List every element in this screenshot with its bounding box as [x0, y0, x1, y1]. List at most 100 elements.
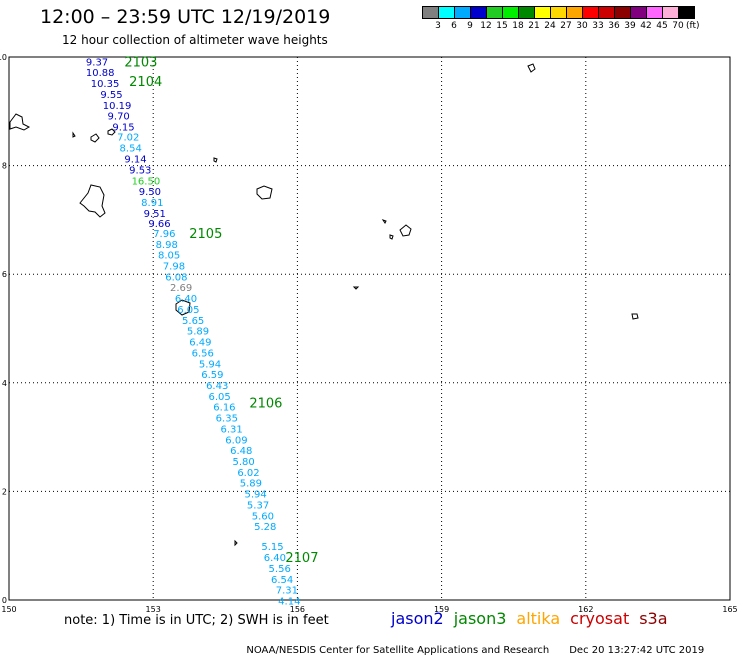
island-outline: [352, 286, 360, 290]
wave-height-value: 16.50: [132, 176, 161, 187]
wave-height-value: 7.98: [163, 262, 185, 273]
wave-height-observations: 9.3710.8810.359.5510.199.709.157.028.549…: [86, 57, 301, 607]
colorbar-tick: 6: [451, 21, 457, 31]
island-outline: [631, 313, 639, 320]
orbit-label: 2107: [285, 551, 318, 566]
island-outlines: [9, 63, 639, 547]
island-outline: [527, 63, 536, 73]
island-outline: [234, 539, 238, 547]
colorbar-tick: 12: [480, 21, 492, 31]
colorbar-tick: 39: [624, 21, 636, 31]
mission-legend-item: jason3: [453, 609, 507, 628]
colorbar-tick: 33: [592, 21, 604, 31]
colorbar-tick: 3: [435, 21, 441, 31]
island-outline: [399, 224, 412, 237]
wave-height-colorbar: 3 6 9 12 15 18 21 24 27 30 33 36 39 42 45 70 (ft): [422, 6, 700, 31]
wave-height-value: 6.56: [192, 348, 214, 359]
wave-height-value: 10.19: [103, 101, 132, 112]
wave-height-value: 6.48: [230, 446, 252, 457]
orbit-label: 2104: [129, 75, 162, 90]
wave-height-value: 5.60: [252, 511, 274, 522]
x-axis-tick-label: 153: [146, 605, 161, 614]
mission-legend-item: s3a: [639, 609, 668, 628]
wave-height-value: 8.05: [158, 251, 180, 262]
wave-height-value: 9.51: [144, 209, 166, 220]
orbit-label: 2106: [249, 396, 282, 411]
wave-height-value: 9.55: [100, 90, 122, 101]
y-axis-tick-label: 6: [2, 270, 7, 279]
wave-height-value: 10.88: [86, 68, 115, 79]
colorbar-tick: 18: [512, 21, 524, 31]
colorbar-unit: (ft): [686, 21, 700, 31]
x-axis-tick-label: 150: [1, 605, 16, 614]
wave-height-value: 6.54: [271, 575, 293, 586]
wave-height-value: 5.28: [254, 522, 276, 533]
colorbar-tick: 70: [672, 21, 684, 31]
wave-height-value: 9.37: [86, 57, 108, 68]
colorbar-tick: 21: [528, 21, 540, 31]
footer-timestamp: Dec 20 13:27:42 UTC 2019: [569, 645, 705, 656]
mission-legend-item: jason2: [391, 609, 444, 628]
island-outline: [79, 184, 106, 218]
wave-height-value: 6.35: [216, 414, 238, 425]
x-axis-tick-label: 165: [722, 605, 737, 614]
colorbar-swatches: [422, 6, 700, 19]
wave-height-value: 6.05: [208, 392, 230, 403]
wave-height-value: 5.56: [269, 564, 291, 575]
wave-height-value: 5.89: [240, 479, 262, 490]
wave-height-value: 6.49: [189, 338, 211, 349]
wave-height-value: 8.54: [120, 144, 142, 155]
wave-height-value: 6.16: [213, 403, 235, 414]
map-frame: [8, 56, 731, 601]
wave-height-value: 6.31: [220, 424, 242, 435]
wave-height-value: 8.98: [156, 240, 178, 251]
wave-height-value: 9.14: [124, 155, 146, 166]
island-outline: [213, 157, 218, 163]
x-axis-tick-label: 156: [290, 605, 305, 614]
colorbar-tick: 9: [467, 21, 473, 31]
map-grid: [9, 57, 730, 600]
wave-height-value: 9.70: [108, 112, 130, 123]
island-outline: [72, 131, 76, 138]
colorbar-ticks: 3 6 9 12 15 18 21 24 27 30 33 36 39 42 45 70 (ft): [422, 21, 700, 31]
y-axis-tick-label: 4: [2, 379, 7, 388]
wave-height-value: 5.89: [187, 327, 209, 338]
wave-height-value: 7.31: [276, 586, 298, 597]
orbit-label: 2105: [189, 227, 222, 242]
note-text: note: 1) Time is in UTC; 2) SWH is in fe…: [64, 613, 329, 628]
y-axis-tick-label: 8: [2, 162, 7, 171]
island-outline: [90, 133, 100, 143]
island-outline: [175, 299, 191, 316]
mission-legend-item: altika: [516, 609, 561, 628]
wave-height-value: 5.94: [245, 490, 267, 501]
orbit-label: 2103: [124, 55, 157, 70]
island-outline: [256, 185, 273, 200]
colorbar-tick: 42: [640, 21, 652, 31]
wave-height-value: 6.09: [225, 435, 247, 446]
colorbar-tick: 30: [576, 21, 588, 31]
wave-height-value: 5.80: [233, 457, 255, 468]
x-axis-tick-label: 162: [578, 605, 593, 614]
orbit-labels: 2103 2104 2105 2106 2107: [124, 55, 318, 566]
wave-height-value: 6.40: [264, 553, 286, 564]
wave-height-value: 10.35: [91, 79, 120, 90]
wave-height-value: 5.37: [247, 500, 269, 511]
mission-legend-item: cryosat: [570, 609, 630, 628]
wave-height-value: 4.14: [278, 597, 300, 608]
y-axis-tick-label: 2: [2, 487, 7, 496]
wave-height-value: 7.96: [153, 229, 175, 240]
x-axis-tick-label: 159: [434, 605, 449, 614]
mission-legend: jason2 jason3 altika cryosat s3a: [391, 609, 678, 628]
colorbar-tick: 15: [496, 21, 508, 31]
wave-height-value: 6.05: [177, 305, 199, 316]
colorbar-tick: 45: [656, 21, 668, 31]
wave-height-value: 6.08: [165, 272, 187, 283]
y-axis-tick-label: 0: [2, 596, 7, 605]
island-outline: [381, 219, 387, 224]
wave-height-value: 9.66: [148, 219, 170, 230]
island-outline: [389, 234, 394, 240]
wave-height-value: 6.43: [206, 381, 228, 392]
colorbar-swatch: [678, 6, 695, 19]
map-axes: 150 153 156 159 162 165 0 2 4 6 8 10: [0, 53, 738, 614]
wave-height-value: 9.50: [139, 187, 161, 198]
